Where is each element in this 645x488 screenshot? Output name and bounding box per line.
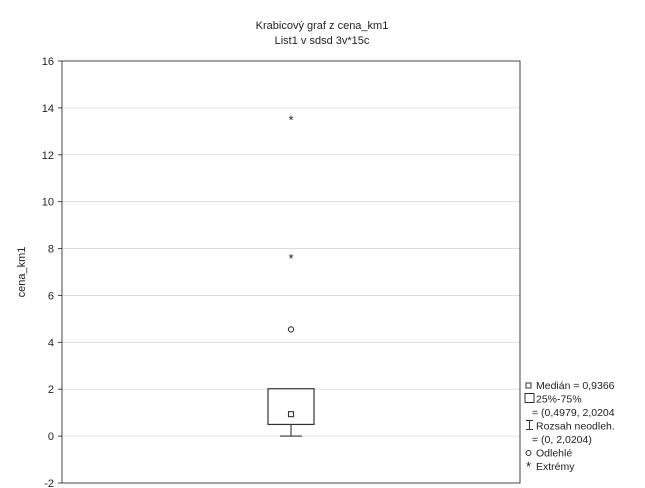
chart-subtitle: List1 v sdsd 3v*15c bbox=[275, 35, 370, 47]
legend-label: = (0, 2,0204) bbox=[532, 434, 592, 446]
legend-label: Medián = 0,9366 bbox=[536, 380, 615, 392]
legend-item: * Extrémy bbox=[526, 459, 575, 474]
box-plot: ** bbox=[267, 113, 315, 437]
legend: Medián = 0,9366 25%-75%= (0,4979, 2,0204 R… bbox=[524, 380, 615, 474]
y-tick-label: 16 bbox=[42, 56, 54, 68]
y-tick-label: 8 bbox=[48, 244, 54, 256]
y-tick-label: 4 bbox=[48, 337, 54, 349]
y-tick-label: 2 bbox=[48, 384, 54, 396]
median-marker bbox=[287, 411, 295, 418]
outlier-point bbox=[287, 326, 295, 333]
legend-item: Rozsah neodleh. bbox=[526, 420, 615, 433]
legend-item: = (0,4979, 2,0204 bbox=[532, 407, 615, 419]
legend-item: 25%-75% bbox=[524, 393, 582, 406]
box-icon bbox=[524, 393, 535, 403]
grid-lines bbox=[62, 107, 520, 437]
y-axis-ticks: -2 0 2 4 6 8 10 12 14 16 bbox=[42, 56, 62, 488]
y-tick-label: 12 bbox=[42, 150, 54, 162]
legend-label: Extrémy bbox=[536, 461, 575, 473]
legend-item: Medián = 0,9366 bbox=[525, 380, 615, 392]
plot-frame bbox=[61, 60, 521, 484]
y-tick-label: 6 bbox=[48, 290, 54, 302]
extreme-point: * bbox=[288, 251, 293, 266]
legend-label: Rozsah neodleh. bbox=[536, 421, 615, 433]
y-tick-label: 10 bbox=[42, 197, 54, 209]
y-tick-label: 14 bbox=[42, 103, 54, 115]
whisker-icon bbox=[526, 420, 533, 430]
outlier-circle-icon bbox=[525, 450, 532, 456]
legend-item: Odlehlé bbox=[525, 448, 572, 460]
median-square-icon bbox=[525, 382, 532, 389]
legend-label: 25%-75% bbox=[536, 394, 582, 406]
y-tick-label: 0 bbox=[48, 431, 54, 443]
legend-label: = (0,4979, 2,0204 bbox=[532, 407, 615, 419]
legend-item: = (0, 2,0204) bbox=[532, 434, 592, 446]
extreme-point: * bbox=[288, 113, 293, 128]
interquartile-box bbox=[267, 388, 315, 426]
y-axis-label: cena_km1 bbox=[16, 247, 28, 298]
y-tick-label: -2 bbox=[44, 478, 54, 488]
legend-label: Odlehlé bbox=[536, 448, 572, 460]
chart-title: Krabicový graf z cena_km1 bbox=[256, 20, 389, 32]
extreme-star-icon: * bbox=[526, 459, 531, 474]
